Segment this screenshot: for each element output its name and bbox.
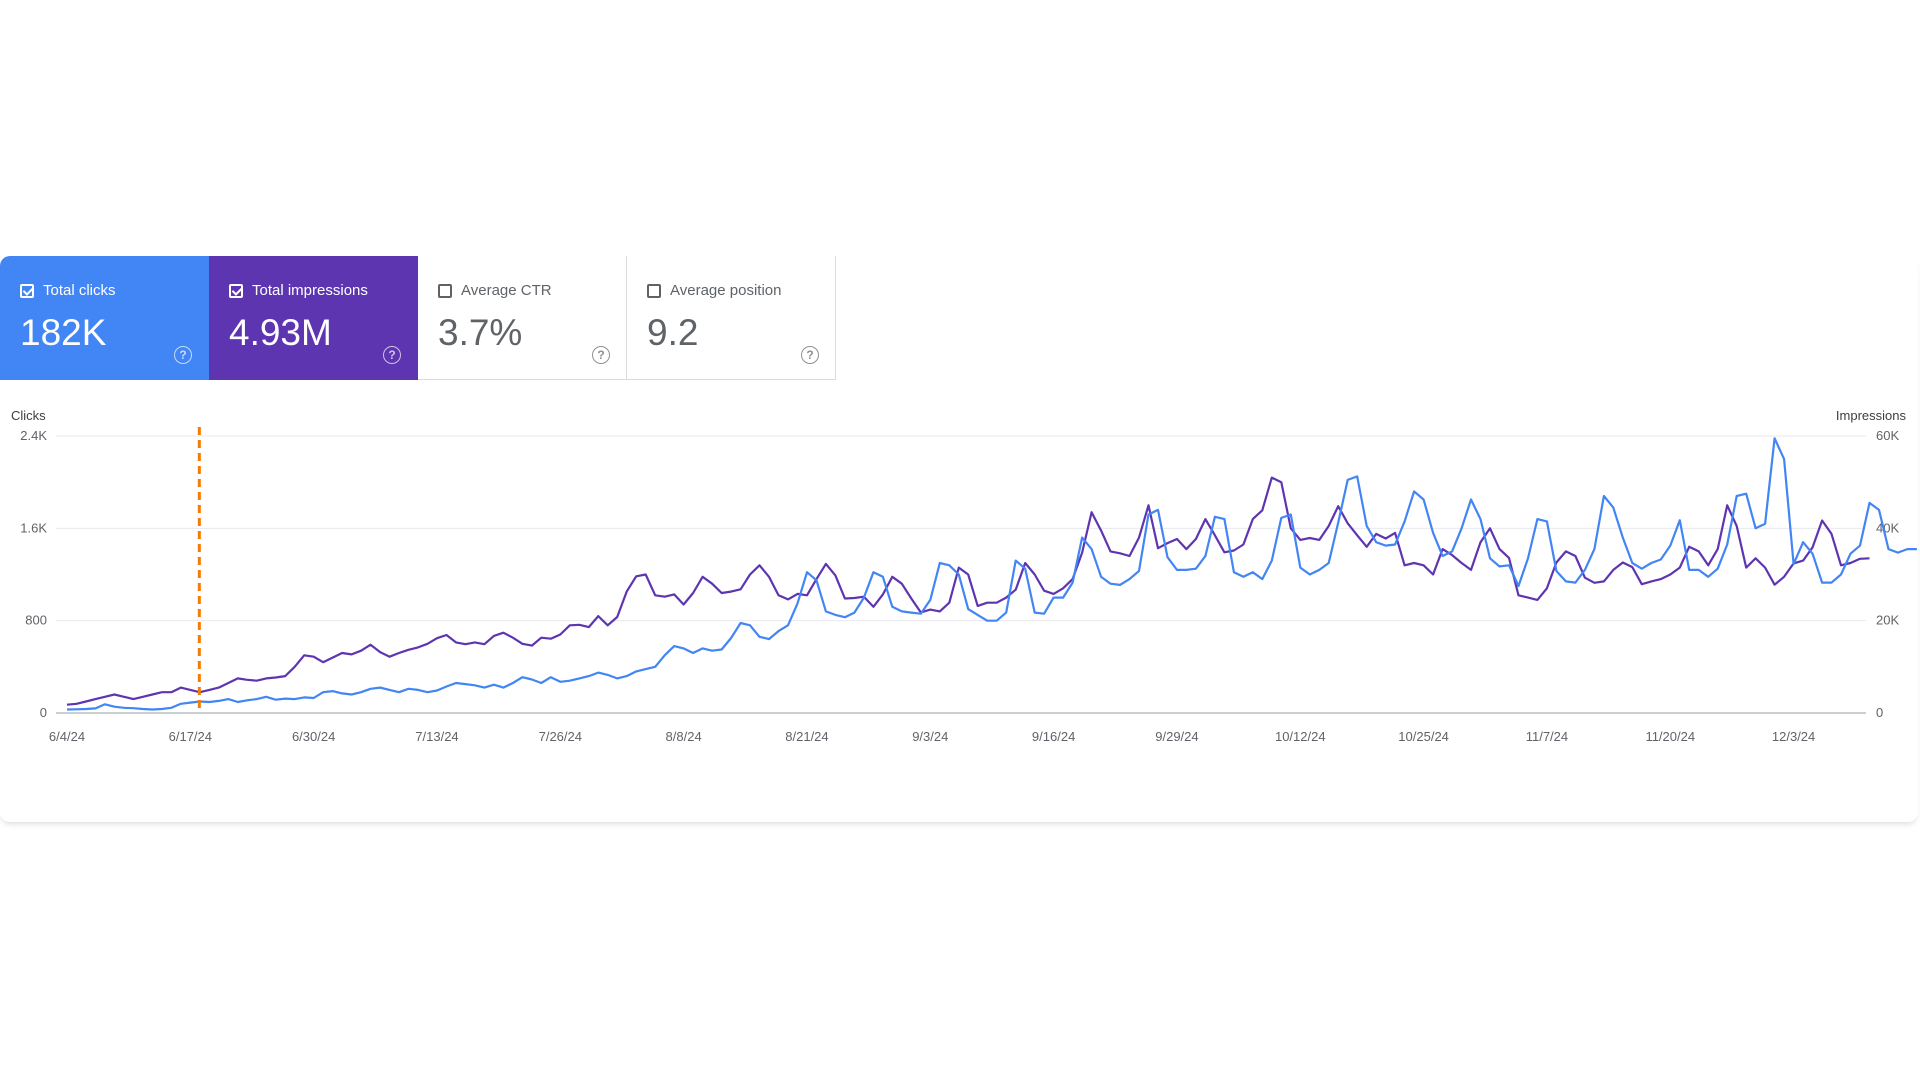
y-left-tick-label: 800 [25,613,47,628]
x-tick-label: 6/30/24 [292,729,335,744]
card-value: 182K [20,312,107,353]
card-value: 4.93M [229,312,332,353]
x-tick-label: 9/29/24 [1155,729,1198,744]
card-label: Total clicks [43,282,116,299]
y-right-tick-label: 0 [1876,705,1883,720]
checkbox-icon[interactable] [647,283,661,298]
card-value: 3.7% [438,312,523,353]
y-right-tick-label: 60K [1876,428,1899,443]
x-tick-label: 6/4/24 [49,729,85,744]
y-left-tick-label: 1.6K [20,520,47,535]
help-icon[interactable]: ? [383,346,401,364]
x-tick-label: 6/17/24 [169,729,212,744]
x-tick-label: 9/16/24 [1032,729,1075,744]
checkbox-icon[interactable] [438,283,452,298]
checkbox-icon[interactable] [20,283,34,298]
x-tick-label: 12/3/24 [1772,729,1815,744]
x-tick-label: 9/3/24 [912,729,948,744]
right-axis-title: Impressions [1835,408,1906,423]
impressions-series-line [66,476,1870,706]
x-tick-label: 11/20/24 [1645,729,1695,744]
help-icon[interactable]: ? [174,346,192,364]
x-tick-label: 11/7/24 [1526,729,1568,744]
help-icon[interactable]: ? [801,346,819,364]
x-tick-label: 7/26/24 [539,729,582,744]
total-clicks-card[interactable]: Total clicks 182K ? [0,256,209,380]
y-left-tick-label: 2.4K [20,428,47,443]
card-value: 9.2 [647,312,699,353]
performance-chart: 0 0 800 20K 1.6K 40K 2.4K 60K 6/4/24 6/17/24 6/30/… [20,427,1917,744]
performance-panel: Total clicks 182K ? Total impressions 4.… [0,256,1918,822]
x-tick-label: 10/12/24 [1275,729,1326,744]
y-left-tick-label: 0 [40,705,47,720]
x-tick-label: 8/21/24 [785,729,828,744]
metric-cards: Total clicks 182K ? Total impressions 4.… [0,256,836,380]
clicks-series-line [66,437,1917,711]
average-position-card[interactable]: Average position 9.2 ? [627,256,836,380]
y-right-tick-label: 20K [1876,613,1899,628]
x-tick-label: 10/25/24 [1398,729,1449,744]
total-impressions-card[interactable]: Total impressions 4.93M ? [209,256,418,380]
y-right-tick-label: 40K [1876,520,1899,535]
card-label: Average CTR [461,282,552,299]
card-label: Total impressions [252,282,368,299]
help-icon[interactable]: ? [592,346,610,364]
checkbox-icon[interactable] [229,283,243,298]
x-tick-label: 8/8/24 [666,729,702,744]
left-axis-title: Clicks [11,408,46,423]
x-tick-label: 7/13/24 [415,729,458,744]
average-ctr-card[interactable]: Average CTR 3.7% ? [418,256,627,380]
card-label: Average position [670,282,782,299]
